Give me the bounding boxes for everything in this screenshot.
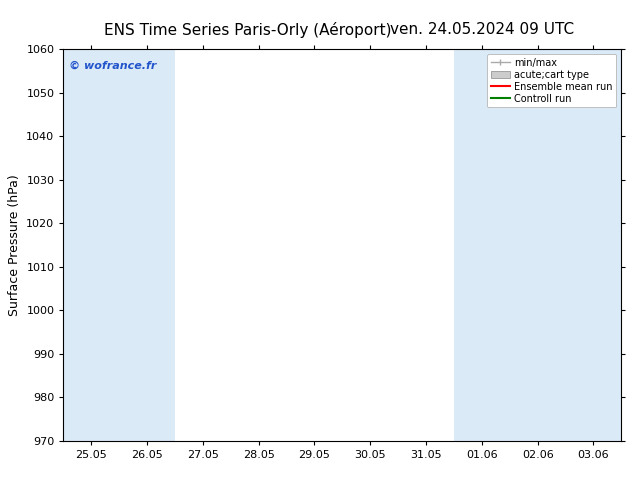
- Text: ENS Time Series Paris-Orly (Aéroport): ENS Time Series Paris-Orly (Aéroport): [103, 22, 391, 38]
- Bar: [454, 49, 566, 441]
- Y-axis label: Surface Pressure (hPa): Surface Pressure (hPa): [8, 174, 21, 316]
- Text: ven. 24.05.2024 09 UTC: ven. 24.05.2024 09 UTC: [390, 22, 574, 37]
- Text: © wofrance.fr: © wofrance.fr: [69, 61, 157, 71]
- Bar: [566, 49, 634, 441]
- Legend: min/max, acute;cart type, Ensemble mean run, Controll run: min/max, acute;cart type, Ensemble mean …: [487, 54, 616, 107]
- Bar: [63, 49, 175, 441]
